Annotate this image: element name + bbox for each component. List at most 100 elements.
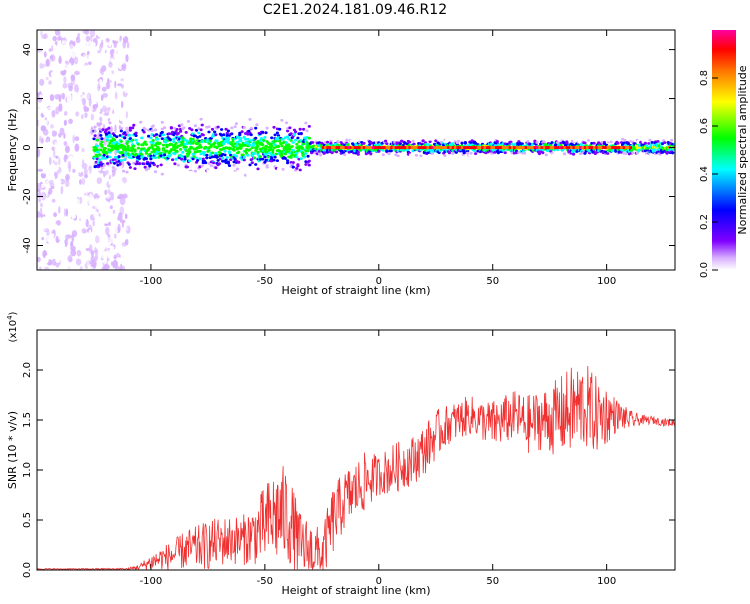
heatmap-cell	[475, 138, 479, 142]
heatmap-cell	[90, 259, 97, 268]
heatmap-cell	[290, 150, 294, 154]
heatmap-cell	[114, 218, 117, 225]
heatmap-cell	[40, 191, 47, 201]
heatmap-cell	[631, 151, 635, 155]
heatmap-cell	[205, 156, 209, 160]
heatmap-cell	[602, 146, 605, 150]
heatmap-cell	[284, 141, 289, 145]
heatmap-cell	[70, 145, 74, 153]
heatmap-cell	[299, 132, 303, 135]
heatmap-cell	[394, 146, 398, 150]
heatmap-cell	[280, 118, 284, 122]
heatmap-cell	[143, 140, 147, 144]
heatmap-cell	[433, 146, 437, 150]
heatmap-cell	[43, 51, 47, 58]
heatmap-cell	[63, 111, 68, 116]
heatmap-cell	[149, 157, 153, 161]
heatmap-cell	[220, 128, 224, 131]
heatmap-cell	[368, 143, 372, 146]
heatmap-cell	[560, 155, 564, 159]
heatmap-cell	[89, 30, 96, 38]
heatmap-cell	[160, 130, 164, 134]
heatmap-cell	[186, 120, 191, 123]
heatmap-cell	[135, 174, 139, 178]
heatmap-cell	[85, 129, 90, 138]
heatmap-cell	[126, 41, 130, 49]
heatmap-cell	[98, 225, 104, 231]
heatmap-cell	[522, 146, 525, 150]
heatmap-cell	[218, 151, 222, 155]
heatmap-cell	[127, 133, 131, 137]
heatmap-cell	[137, 157, 142, 160]
heatmap-cell	[48, 204, 53, 213]
heatmap-cell	[59, 122, 63, 127]
heatmap-cell	[565, 146, 569, 150]
heatmap-cell	[367, 146, 370, 150]
heatmap-cell	[85, 35, 90, 42]
heatmap-cell	[106, 135, 110, 139]
heatmap-cell	[100, 140, 104, 144]
heatmap-cell	[39, 158, 44, 163]
heatmap-cell	[83, 118, 87, 126]
heatmap-cell	[114, 48, 118, 55]
heatmap-cell	[611, 146, 614, 150]
heatmap-cell	[546, 138, 551, 142]
heatmap-cell	[558, 146, 562, 150]
heatmap-cell	[287, 116, 291, 120]
heatmap-cell	[144, 170, 148, 174]
heatmap-cell	[65, 197, 72, 204]
heatmap-cell	[98, 127, 102, 131]
heatmap-cell	[196, 159, 200, 162]
heatmap-cell	[106, 138, 110, 142]
heatmap-cell	[104, 59, 108, 63]
heatmap-cell	[337, 146, 341, 150]
heatmap-cell	[466, 149, 470, 153]
heatmap-cell	[209, 164, 213, 168]
heatmap-cell	[286, 129, 290, 133]
heatmap-cell	[456, 139, 461, 143]
heatmap-cell	[212, 161, 216, 165]
heatmap-cell	[198, 135, 202, 138]
heatmap-cell	[526, 140, 530, 143]
heatmap-cell	[106, 162, 110, 165]
heatmap-cell	[41, 87, 45, 92]
heatmap-cell	[37, 168, 43, 172]
x-tick-label: 50	[486, 576, 499, 587]
heatmap-cell	[188, 159, 192, 163]
heatmap-cell	[204, 161, 208, 165]
heatmap-cell	[40, 30, 43, 36]
heatmap-cell	[419, 154, 423, 158]
heatmap-cell	[158, 134, 162, 138]
heatmap-cell	[476, 146, 480, 150]
heatmap-cell	[263, 136, 267, 139]
heatmap-cell	[474, 152, 478, 156]
heatmap-cell	[663, 141, 667, 145]
heatmap-cell	[52, 217, 55, 223]
heatmap-cell	[360, 146, 364, 150]
heatmap-cell	[105, 102, 110, 107]
heatmap-cell	[186, 153, 191, 156]
heatmap-cell	[144, 157, 148, 161]
heatmap-cell	[226, 129, 230, 133]
heatmap-cell	[603, 150, 608, 154]
heatmap-cell	[624, 152, 628, 156]
heatmap-cell	[110, 104, 113, 112]
heatmap-cell	[213, 130, 217, 134]
heatmap-cell	[306, 154, 310, 158]
heatmap-cell	[210, 151, 215, 155]
heatmap-cell	[117, 243, 120, 250]
heatmap-cell	[307, 163, 311, 167]
heatmap-cell	[469, 146, 473, 150]
heatmap-cell	[45, 188, 48, 197]
heatmap-cell	[131, 152, 135, 156]
heatmap-cell	[41, 34, 47, 39]
heatmap-cell	[174, 130, 178, 133]
heatmap-cell	[117, 195, 122, 200]
heatmap-cell	[426, 146, 430, 150]
heatmap-cell	[372, 138, 376, 142]
heatmap-cell	[70, 103, 75, 110]
heatmap-cell	[137, 162, 142, 165]
heatmap-cell	[71, 230, 78, 238]
heatmap-cell	[287, 137, 291, 141]
heatmap-cell	[60, 204, 65, 211]
